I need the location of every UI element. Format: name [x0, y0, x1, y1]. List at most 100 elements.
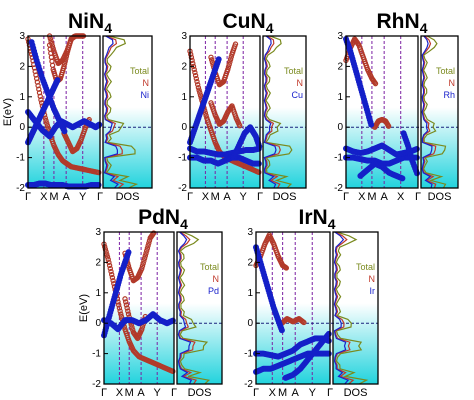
band-point	[125, 311, 132, 317]
y-tick-label: -1	[92, 349, 101, 360]
y-tick-label: 3	[337, 31, 343, 42]
band-point	[61, 128, 68, 135]
band-point	[192, 69, 198, 76]
band-point	[139, 265, 145, 272]
band-frame	[345, 35, 419, 189]
dos-total-curve	[179, 231, 211, 385]
band-point	[50, 45, 56, 52]
band-point	[143, 248, 150, 254]
band-series-n	[343, 36, 379, 87]
y-tick-label: 0	[337, 122, 343, 133]
kpoint-label: Γ	[25, 191, 31, 203]
kpoint-label: Γ	[97, 191, 103, 203]
band-point	[45, 125, 51, 131]
legend-entry: N	[449, 78, 456, 88]
band-point	[197, 92, 204, 98]
band-point	[226, 61, 232, 68]
band-point	[104, 251, 110, 257]
y-tick-label: 2	[95, 257, 101, 268]
y-tick-label: -1	[16, 153, 25, 164]
kpoint-label: M	[367, 191, 376, 203]
band-series-rh	[343, 36, 375, 128]
kpoint-label: Y	[79, 191, 87, 203]
kpoint-label: Γ	[257, 191, 263, 203]
kpoint-label: X	[397, 191, 405, 203]
band-point	[61, 63, 67, 70]
y-tick-label: 1	[337, 92, 343, 103]
band-point	[194, 81, 201, 88]
y-tick-label: -2	[92, 379, 101, 390]
legend-entry: Total	[200, 262, 219, 272]
band-series-ir	[253, 350, 332, 375]
kpoint-label: Γ	[415, 191, 421, 203]
y-tick-label: 0	[19, 122, 25, 133]
band-point	[108, 271, 115, 278]
band-point	[108, 268, 114, 275]
dos-axis-label: DOS	[273, 191, 297, 203]
band-point	[139, 263, 146, 269]
kpoint-label: Γ	[253, 387, 259, 399]
kpoint-label: M	[49, 191, 58, 203]
band-point	[225, 64, 232, 70]
dos-metal-curve	[263, 35, 277, 189]
band-point	[195, 84, 202, 91]
dos-axis-label: DOS	[116, 191, 140, 203]
y-tick-label: -1	[178, 153, 187, 164]
legend-entry: N	[297, 78, 304, 88]
band-point	[110, 277, 116, 284]
legend-entry: N	[143, 78, 150, 88]
band-point	[143, 250, 149, 256]
band-point	[102, 246, 109, 252]
kpoint-label: Γ	[171, 387, 177, 399]
kpoint-label: Γ	[101, 387, 107, 399]
band-point	[117, 308, 123, 314]
band-series-rh	[400, 130, 421, 177]
dos-n-curve	[334, 231, 355, 385]
band-series-n	[208, 100, 243, 129]
kpoint-label: A	[380, 191, 388, 203]
dos-frame	[102, 35, 153, 189]
band-series-ir	[253, 335, 332, 360]
kpoint-label: X	[116, 387, 124, 399]
band-point	[225, 66, 231, 73]
y-tick-label: -2	[178, 183, 187, 194]
kpoint-label: X	[202, 191, 210, 203]
band-series-n	[46, 33, 87, 67]
panel-title-sub: 4	[104, 20, 112, 36]
dos-fill	[333, 303, 378, 384]
band-point	[105, 256, 111, 263]
band-point	[372, 80, 379, 87]
band-point	[232, 41, 239, 47]
dos-total-curve	[335, 231, 369, 385]
band-frame	[27, 35, 101, 189]
y-tick-label: -2	[334, 183, 343, 194]
dos-frame	[262, 35, 307, 189]
band-frame	[255, 231, 331, 385]
band-point	[42, 115, 48, 121]
kpoint-label: A	[137, 387, 145, 399]
panel-title-main: NiN	[68, 10, 104, 33]
kpoint-label: M	[125, 387, 134, 399]
band-point	[399, 175, 406, 182]
band-point	[194, 78, 200, 85]
kpoint-label: Γ	[327, 387, 333, 399]
band-point	[146, 240, 152, 246]
band-point	[192, 72, 199, 79]
band-point	[49, 43, 56, 49]
dos-total-curve	[105, 35, 139, 189]
dos-axis-label: DOS	[188, 387, 212, 399]
band-point	[141, 258, 147, 264]
band-series-ni	[28, 39, 68, 135]
band-point	[125, 249, 132, 256]
band-point	[197, 90, 203, 96]
kpoint-label: X	[358, 191, 366, 203]
dos-metal-curve	[333, 231, 350, 385]
panel-title-sub: 4	[328, 216, 336, 232]
band-point	[125, 308, 131, 314]
dos-axis-label: DOS	[344, 387, 368, 399]
